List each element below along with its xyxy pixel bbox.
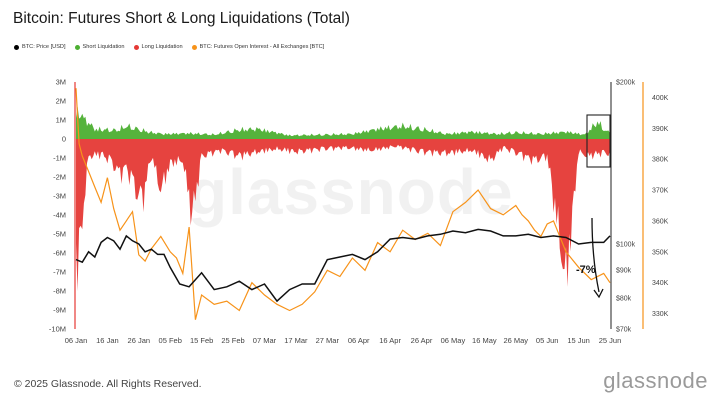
price-axis-tick: $90k	[616, 268, 632, 275]
watermark: glassnode	[188, 156, 514, 228]
x-axis-tick: 27 Mar	[316, 336, 340, 345]
glassnode-logo: glassnode	[603, 368, 708, 393]
annotation-arrowhead	[593, 288, 604, 299]
oi-axis-tick: 370K	[652, 188, 669, 195]
left-axis-tick: 1M	[56, 116, 66, 125]
oi-axis-tick: 340K	[652, 280, 669, 287]
legend-item-price[interactable]: BTC: Price [USD]	[14, 44, 66, 50]
chart-title: Bitcoin: Futures Short & Long Liquidatio…	[13, 10, 350, 27]
legend-dot-short	[74, 44, 80, 50]
legend-label-long: Long Liquidation	[141, 44, 183, 50]
left-axis-tick: -8M	[53, 287, 66, 296]
legend-item-short[interactable]: Short Liquidation	[74, 44, 125, 50]
x-axis-tick: 25 Feb	[221, 336, 244, 345]
x-axis-tick: 05 Jun	[536, 336, 559, 345]
x-axis-tick: 07 Mar	[253, 336, 277, 345]
annotation-label: -7%	[576, 264, 596, 276]
left-axis-tick: -4M	[53, 211, 66, 220]
left-axis-tick: -7M	[53, 268, 66, 277]
oi-axis-tick: 330K	[652, 311, 669, 318]
x-axis-tick: 26 Jan	[128, 336, 151, 345]
left-axis-tick: 3M	[56, 78, 66, 87]
price-axis-tick: $200k	[616, 80, 636, 87]
left-axis-tick: -5M	[53, 230, 66, 239]
legend: BTC: Price [USD] Short Liquidation Long …	[14, 44, 324, 50]
oi-axis-tick: 350K	[652, 249, 669, 256]
x-axis-tick: 26 May	[503, 336, 528, 345]
open-interest-line	[75, 88, 611, 320]
oi-axis-tick: 360K	[652, 218, 669, 225]
oi-axis-tick: 380K	[652, 157, 669, 164]
annotation-arrow	[591, 217, 600, 293]
left-axis-tick: -1M	[53, 154, 66, 163]
legend-dot-oi	[191, 44, 197, 50]
left-axis-tick: 2M	[56, 97, 66, 106]
price-axis-tick: $80k	[616, 296, 632, 303]
left-axis-tick: -10M	[49, 325, 66, 334]
copyright-footer: © 2025 Glassnode. All Rights Reserved.	[14, 378, 202, 390]
x-axis-tick: 05 Feb	[159, 336, 182, 345]
legend-label-short: Short Liquidation	[82, 44, 125, 50]
x-axis-tick: 17 Mar	[284, 336, 308, 345]
legend-label-oi: BTC: Futures Open Interest - All Exchang…	[199, 44, 325, 50]
x-axis-tick: 16 Jan	[96, 336, 119, 345]
legend-item-oi[interactable]: BTC: Futures Open Interest - All Exchang…	[191, 44, 325, 50]
legend-label-price: BTC: Price [USD]	[22, 44, 66, 50]
highlight-box	[586, 114, 611, 168]
long-liquidation-area	[76, 139, 610, 292]
price-axis-tick: $100k	[616, 242, 636, 249]
x-axis-tick: 06 Jan	[65, 336, 88, 345]
left-axis-tick: -9M	[53, 306, 66, 315]
legend-item-long[interactable]: Long Liquidation	[133, 44, 183, 50]
x-axis-tick: 06 May	[441, 336, 466, 345]
left-axis-tick: -3M	[53, 192, 66, 201]
short-liquidation-area	[76, 106, 610, 139]
x-axis-tick: 06 Apr	[348, 336, 370, 345]
x-axis-tick: 15 Feb	[190, 336, 213, 345]
left-axis-tick: 0	[62, 135, 66, 144]
legend-dot-long	[133, 44, 139, 50]
chart-area: 3M 2M 1M 0 -1M -2M -3M -4M -5M -6M -7M -8M -9M -10M $2…	[49, 78, 669, 346]
legend-dot-price	[14, 44, 19, 50]
price-axis-tick: $70k	[616, 327, 632, 334]
oi-axis-tick: 390K	[652, 126, 669, 133]
price-line	[75, 228, 611, 303]
left-axis-tick: -2M	[53, 173, 66, 182]
oi-axis-tick: 400K	[652, 95, 669, 102]
x-axis-tick: 26 Apr	[411, 336, 433, 345]
x-axis-tick: 25 Jun	[599, 336, 622, 345]
x-axis-tick: 16 May	[472, 336, 497, 345]
x-axis-tick: 16 Apr	[379, 336, 401, 345]
x-axis-tick: 15 Jun	[567, 336, 590, 345]
left-axis-tick: -6M	[53, 249, 66, 258]
